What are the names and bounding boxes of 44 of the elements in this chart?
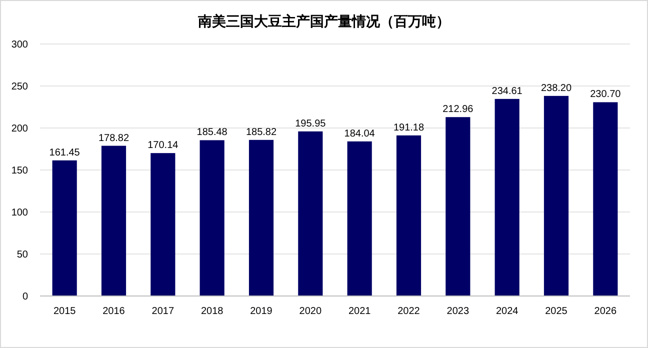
- data-label: 195.95: [295, 118, 326, 130]
- bar: [347, 141, 372, 296]
- bar: [52, 160, 77, 296]
- data-label: 170.14: [148, 140, 179, 152]
- y-tick-label: 300: [11, 40, 28, 50]
- data-label: 212.96: [442, 104, 474, 116]
- bar: [396, 135, 422, 296]
- x-tick-label: 2018: [200, 306, 224, 317]
- x-tick-label: 2015: [53, 306, 76, 317]
- x-tick-label: 2019: [250, 306, 273, 317]
- x-tick-label: 2024: [496, 306, 519, 317]
- data-label: 161.45: [49, 147, 80, 158]
- x-tick-label: 2023: [446, 306, 470, 317]
- bar: [200, 140, 224, 296]
- y-tick-label: 100: [11, 208, 28, 218]
- x-tick-label: 2016: [102, 306, 126, 317]
- bar: [544, 96, 569, 296]
- bar: [494, 98, 520, 296]
- data-label: 178.82: [98, 132, 130, 144]
- bar: [593, 102, 618, 296]
- chart-title: 南美三国大豆主产国产量情况（百万吨）: [197, 13, 450, 29]
- data-label: 191.18: [393, 122, 424, 134]
- y-tick-label: 50: [16, 250, 28, 260]
- bar: [101, 146, 126, 296]
- y-tick-label: 150: [11, 166, 28, 176]
- y-tick-label: 0: [22, 292, 28, 302]
- data-label: 234.61: [492, 86, 523, 97]
- data-label: 238.20: [540, 82, 572, 94]
- y-tick-label: 200: [11, 124, 28, 134]
- x-tick-label: 2022: [398, 306, 420, 317]
- x-tick-label: 2026: [594, 306, 617, 317]
- x-tick-label: 2017: [152, 306, 174, 317]
- x-tick-label: 2025: [545, 306, 568, 317]
- bar: [298, 131, 323, 296]
- data-label: 184.04: [344, 128, 376, 140]
- y-tick-label: 250: [11, 82, 28, 92]
- bar: [248, 140, 274, 296]
- data-label: 185.48: [196, 127, 228, 138]
- data-label: 185.82: [246, 126, 277, 138]
- x-tick-label: 2020: [299, 306, 322, 317]
- x-tick-label: 2021: [348, 306, 372, 317]
- bar: [150, 153, 176, 296]
- data-label: 230.70: [590, 89, 622, 100]
- bar: [446, 117, 470, 296]
